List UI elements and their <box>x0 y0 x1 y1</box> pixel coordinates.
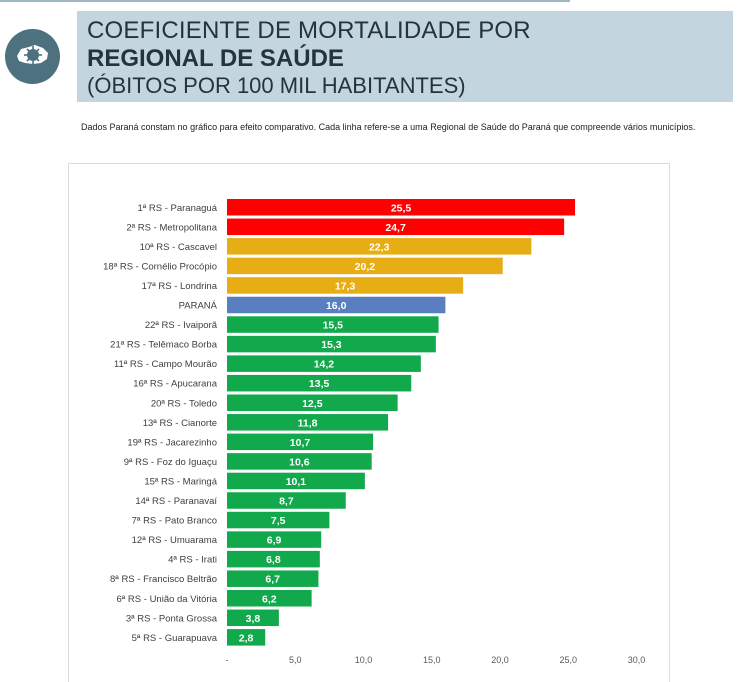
category-label: 12ª RS - Umuarama <box>132 535 218 546</box>
data-label: 15,3 <box>321 339 342 351</box>
bar <box>227 238 532 255</box>
bar <box>227 257 503 275</box>
category-label: 9ª RS - Foz do Iguaçu <box>124 457 217 468</box>
bar <box>227 531 322 548</box>
category-label: 11ª RS - Campo Mourão <box>114 359 217 370</box>
category-label: 8ª RS - Francisco Beltrão <box>110 574 217 585</box>
category-label: 13ª RS - Cianorte <box>143 418 217 429</box>
bar <box>227 433 374 451</box>
data-label: 25,5 <box>391 202 412 214</box>
data-label: 20,2 <box>355 261 376 273</box>
x-tick-label: 20,0 <box>491 655 509 665</box>
bar <box>227 453 372 470</box>
bar-chart: 1ª RS - Paranaguá 25,5 2ª RS - Metropolita… <box>103 199 646 665</box>
category-label: 3ª RS - Ponta Grossa <box>126 613 218 624</box>
data-label: 7,5 <box>271 515 286 527</box>
bar <box>227 570 319 587</box>
bar <box>227 277 464 294</box>
category-label: 1ª RS - Paranaguá <box>137 203 217 214</box>
data-label: 6,8 <box>266 554 281 566</box>
bar <box>227 218 565 236</box>
x-tick-label: 30,0 <box>628 655 646 665</box>
header-title-line3: (ÓBITOS POR 100 MIL HABITANTES) <box>87 73 466 98</box>
category-label: 7ª RS - Pato Branco <box>132 516 217 527</box>
category-label: 15ª RS - Maringá <box>144 476 217 487</box>
category-label: 20ª RS - Toledo <box>151 398 217 409</box>
bar <box>227 296 446 314</box>
bar <box>227 199 576 216</box>
data-label: 10,7 <box>290 437 311 449</box>
data-label: 22,3 <box>369 241 390 253</box>
data-label: 16,0 <box>326 300 347 312</box>
bar <box>227 511 330 529</box>
bar <box>227 472 365 490</box>
data-label: 6,9 <box>267 535 282 547</box>
data-label: 3,8 <box>246 613 261 625</box>
bar <box>227 492 346 509</box>
category-label: 19ª RS - Jacarezinho <box>127 437 217 448</box>
category-label: 14ª RS - Paranavaí <box>135 496 217 507</box>
bar <box>227 374 412 392</box>
x-tick-label: - <box>226 655 229 665</box>
bar <box>227 316 439 333</box>
category-label: 17ª RS - Londrina <box>142 281 218 292</box>
chart-note: Dados Paraná constam no gráfico para efe… <box>81 122 696 132</box>
x-tick-label: 10,0 <box>355 655 373 665</box>
category-label: 18ª RS - Cornélio Procópio <box>103 261 217 272</box>
data-label: 6,2 <box>262 593 277 605</box>
category-label: 6ª RS - União da Vitória <box>116 594 217 605</box>
data-label: 13,5 <box>309 378 330 390</box>
x-tick-label: 5,0 <box>289 655 302 665</box>
bar <box>227 629 266 646</box>
bar <box>227 394 398 411</box>
category-label: 5ª RS - Guarapuava <box>132 633 218 644</box>
category-label: PARANÁ <box>179 301 218 312</box>
data-label: 17,3 <box>335 280 356 292</box>
x-tick-label: 15,0 <box>423 655 441 665</box>
bar <box>227 355 421 372</box>
data-label: 6,7 <box>265 574 280 586</box>
data-label: 15,5 <box>323 320 344 332</box>
data-label: 12,5 <box>302 398 323 410</box>
category-label: 16ª RS - Apucarana <box>133 379 218 390</box>
bar <box>227 590 312 607</box>
data-label: 10,1 <box>286 476 307 488</box>
bar <box>227 414 389 431</box>
bar <box>227 335 436 353</box>
category-label: 22ª RS - Ivaiporã <box>145 320 218 331</box>
data-label: 2,8 <box>239 632 254 644</box>
data-label: 11,8 <box>298 417 318 429</box>
bar <box>227 550 320 568</box>
chart-container: 1ª RS - Paranaguá 25,5 2ª RS - Metropolita… <box>68 163 670 682</box>
page-header: COEFICIENTE DE MORTALIDADE POR REGIONAL … <box>77 11 733 102</box>
data-label: 24,7 <box>385 222 406 234</box>
virus-map-icon <box>5 29 60 84</box>
data-label: 14,2 <box>314 359 335 371</box>
data-label: 8,7 <box>279 496 294 508</box>
top-divider <box>0 0 570 2</box>
data-label: 10,6 <box>289 456 310 468</box>
header-title-line1: COEFICIENTE DE MORTALIDADE POR <box>87 17 531 44</box>
category-label: 10ª RS - Cascavel <box>140 242 217 253</box>
x-tick-label: 25,0 <box>559 655 577 665</box>
category-label: 2ª RS - Metropolitana <box>126 222 217 233</box>
category-label: 4ª RS - Irati <box>168 555 217 566</box>
category-label: 21ª RS - Telêmaco Borba <box>110 340 218 351</box>
bar <box>227 609 279 627</box>
header-title-line2: REGIONAL DE SAÚDE <box>87 45 344 72</box>
